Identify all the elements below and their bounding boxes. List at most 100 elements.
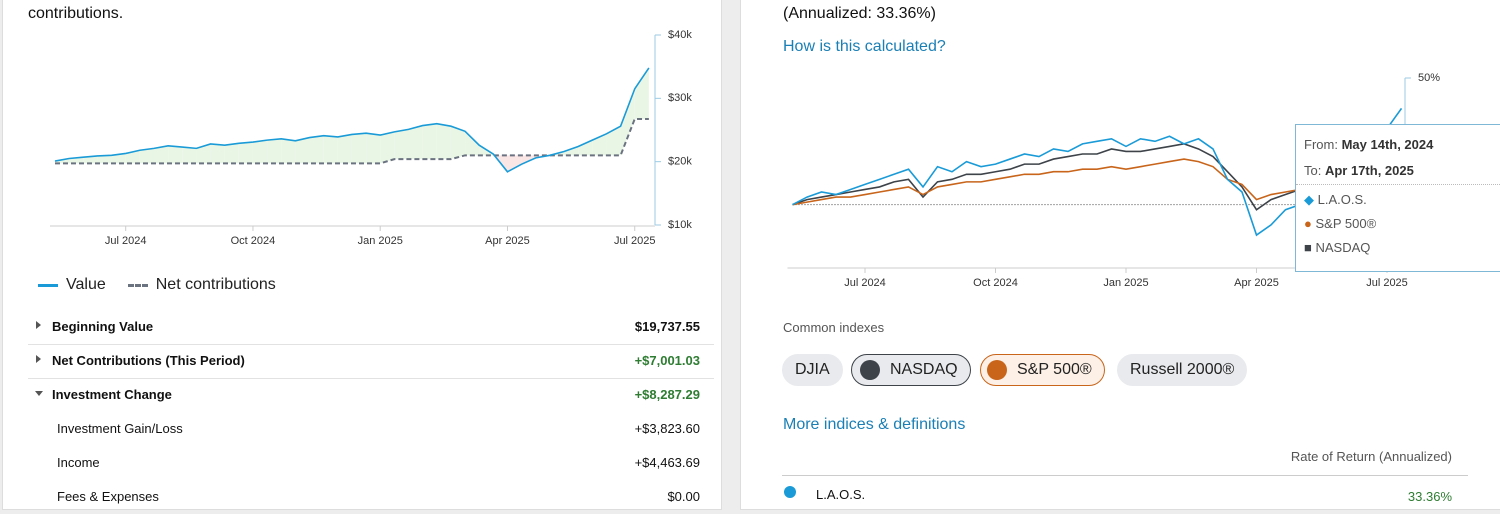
row-value: +$7,001.03 — [634, 353, 700, 368]
tooltip-series: NASDAQ — [1315, 240, 1371, 255]
area-fill — [507, 155, 522, 172]
return-value: 33.36% — [1407, 489, 1452, 504]
row-label: Investment Change — [52, 387, 172, 402]
y-tick-label: $20k — [668, 156, 692, 168]
x-tick-label: Oct 2024 — [231, 235, 276, 247]
tooltip-date: Apr 17th, 2025 — [1324, 163, 1414, 178]
tooltip-label: From: — [1304, 137, 1338, 152]
left-panel — [2, 0, 722, 510]
area-fill — [436, 123, 451, 160]
x-tick-label: Jul 2024 — [844, 277, 886, 289]
summary-row[interactable]: Beginning Value $19,737.55 — [28, 310, 714, 345]
tooltip: From: May 14th, 2024 To: Apr 17th, 2025 … — [1295, 124, 1500, 272]
row-value: +$8,287.29 — [634, 387, 700, 402]
series-line — [54, 67, 650, 173]
legend-swatch — [127, 283, 148, 287]
x-tick-label: Jul 2024 — [105, 235, 147, 247]
index-pill[interactable]: Russell 2000® — [1117, 354, 1248, 386]
tooltip-series: S&P 500® — [1315, 216, 1377, 231]
index-pill[interactable]: S&P 500® — [980, 354, 1105, 386]
area-fill — [620, 88, 635, 156]
area-fill — [295, 137, 310, 164]
summary-row[interactable]: Investment Change +$8,287.29 — [28, 378, 714, 412]
row-value: +$3,823.60 — [634, 421, 700, 436]
area-fill — [408, 125, 423, 160]
area-fill — [309, 135, 324, 164]
summary-row: Income +$4,463.69 — [28, 446, 714, 480]
legend-label: Value — [66, 276, 106, 293]
area-fill — [224, 143, 239, 164]
area-fill — [83, 155, 98, 164]
row-label: Income — [57, 455, 100, 470]
summary-row[interactable]: Net Contributions (This Period) +$7,001.0… — [28, 344, 714, 379]
x-tick-label: Jan 2025 — [358, 235, 403, 247]
area-fill — [182, 147, 197, 164]
y-tick-label: $30k — [668, 92, 692, 104]
area-fill — [210, 143, 225, 164]
y-tick-label: $40k — [668, 29, 692, 41]
indexes-label: Common indexes — [783, 320, 885, 335]
area-fill — [238, 142, 253, 164]
legend-label: Net contributions — [155, 276, 276, 293]
calc-link[interactable]: How is this calculated? — [783, 38, 946, 55]
tooltip-series: L.A.O.S. — [1317, 192, 1367, 207]
x-tick-label: Jul 2025 — [614, 235, 656, 247]
series-dot — [784, 486, 796, 498]
divider — [782, 475, 1468, 476]
index-pill[interactable]: NASDAQ — [851, 354, 971, 386]
summary-row: Fees & Expenses $0.00 — [28, 480, 714, 514]
pill-label: DJIA — [795, 361, 830, 378]
area-fill — [380, 131, 395, 164]
return-name: L.A.O.S. — [816, 487, 866, 502]
more-link[interactable]: More indices & definitions — [783, 416, 966, 433]
area-fill — [139, 148, 154, 164]
row-value: +$4,463.69 — [634, 455, 700, 470]
x-tick-label: Apr 2025 — [1234, 277, 1279, 289]
pill-label: S&P 500® — [1017, 361, 1092, 378]
area-fill — [465, 131, 480, 156]
pill-label: NASDAQ — [890, 361, 958, 378]
x-tick-label: Jan 2025 — [1103, 277, 1148, 289]
table-header: Rate of Return (Annualized) — [1290, 449, 1452, 464]
area-fill — [111, 153, 126, 164]
summary-row: Investment Gain/Loss +$3,823.60 — [28, 412, 714, 446]
y-tick-label: $10k — [668, 219, 692, 231]
tooltip-date: May 14th, 2024 — [1341, 137, 1434, 152]
area-fill — [394, 129, 409, 160]
intro-text: contributions. — [28, 5, 124, 22]
legend-swatch — [38, 283, 58, 287]
area-fill — [606, 126, 621, 156]
tooltip-label: To: — [1304, 163, 1322, 178]
value-chart: $10k $20k $30k $40k Jul 2024 Oct 2024 Jan 2025… — [50, 29, 692, 247]
x-tick-label: Apr 2025 — [485, 235, 530, 247]
area-fill — [281, 138, 296, 164]
row-label: Investment Gain/Loss — [57, 421, 183, 436]
area-fill — [97, 155, 112, 164]
annualized-text: (Annualized: 33.36%) — [783, 5, 936, 22]
area-fill — [422, 123, 437, 160]
x-tick-label: Oct 2024 — [973, 277, 1018, 289]
pill-label: Russell 2000® — [1130, 361, 1235, 378]
row-value: $0.00 — [667, 489, 700, 504]
area-fill — [168, 145, 183, 164]
x-tick-label: Jul 2025 — [1366, 277, 1408, 289]
area-fill — [323, 135, 338, 164]
area-fill — [267, 138, 282, 164]
row-label: Beginning Value — [52, 319, 154, 334]
y-tick-label: 50% — [1418, 72, 1440, 84]
index-pill[interactable]: DJIA — [782, 354, 843, 386]
area-fill — [252, 140, 268, 164]
area-fill — [564, 146, 579, 156]
area-fill — [450, 126, 466, 160]
area-fill — [153, 145, 169, 164]
area-fill — [351, 133, 367, 164]
row-label: Fees & Expenses — [57, 489, 159, 504]
area-fill — [578, 140, 593, 156]
row-value: $19,737.55 — [634, 319, 700, 334]
area-fill — [125, 150, 140, 164]
legend: Value Net contributions — [38, 276, 276, 294]
area-fill — [634, 67, 649, 119]
area-fill — [337, 134, 352, 164]
area-fill — [366, 133, 381, 164]
